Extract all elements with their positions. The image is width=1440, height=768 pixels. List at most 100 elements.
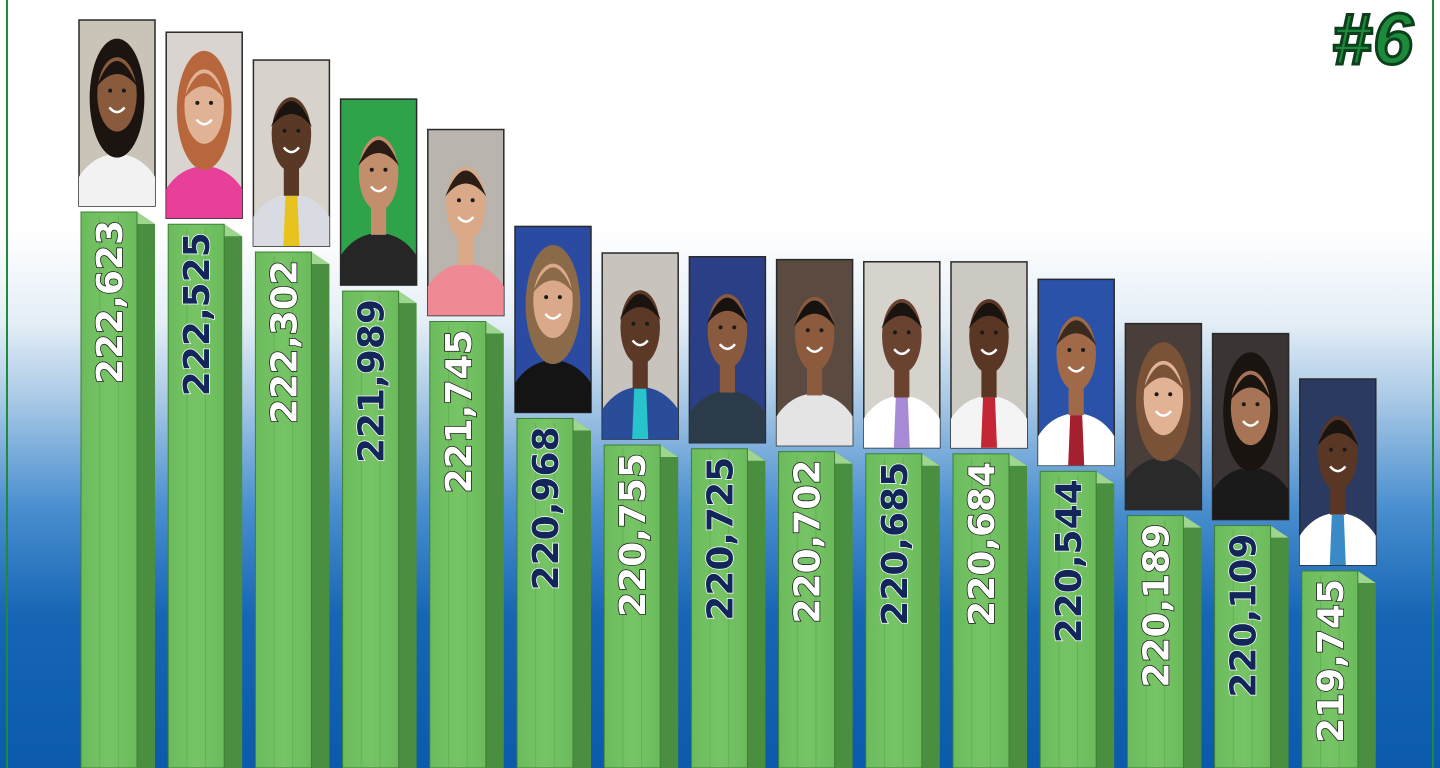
portrait-smile [1067, 365, 1085, 373]
bar-side-10 [921, 453, 940, 768]
bar-10 [865, 453, 923, 768]
portrait-shirt [776, 393, 853, 446]
rank-badge: #6 [1330, 0, 1414, 82]
value-label-14: 220,109 [1224, 534, 1265, 698]
portrait-tie [283, 195, 300, 247]
portrait-eye [993, 330, 998, 335]
portrait-smile [1242, 420, 1260, 427]
portrait-hair [1055, 320, 1097, 347]
portrait-shirt [79, 153, 155, 206]
portrait-woman-icon [1124, 322, 1203, 511]
bar-side-2 [224, 224, 243, 768]
value-label-9: 220,702 [788, 460, 829, 624]
value-label-2: 222,525 [177, 232, 218, 396]
portrait-eye [718, 325, 723, 330]
portrait-eye [1342, 447, 1347, 452]
portrait-man-icon [1037, 278, 1115, 467]
portrait-shirt [340, 233, 417, 286]
bar-side-13 [1183, 515, 1202, 768]
bar-7 [603, 444, 661, 768]
portrait-smile [806, 346, 824, 353]
portrait-smile [893, 348, 911, 356]
bar-side-3 [311, 252, 330, 768]
portrait-eye [544, 295, 549, 300]
portrait-man-icon [775, 258, 854, 447]
portrait-eye [645, 321, 650, 326]
portrait-shirt [1212, 467, 1289, 520]
portrait-eye [383, 167, 388, 172]
bar-9 [778, 451, 836, 768]
portrait-hair [532, 267, 574, 294]
bar-group-13: 220,189 [1124, 322, 1203, 768]
portrait-smile [1329, 465, 1347, 473]
portrait-man-icon [427, 128, 505, 317]
bar-4 [342, 290, 400, 768]
bar-15 [1301, 570, 1359, 768]
bar-group-14: 220,109 [1211, 332, 1290, 768]
portrait-tie [1068, 415, 1085, 466]
value-label-12: 220,544 [1049, 479, 1090, 643]
portrait-eye [195, 100, 200, 105]
bar-group-4: 221,989 [339, 98, 418, 768]
bar-13 [1126, 515, 1184, 768]
portrait-tie [981, 397, 997, 448]
portrait-smile [631, 339, 649, 347]
bar-5 [429, 321, 487, 768]
portrait-eye [470, 198, 475, 203]
portrait-shirt [689, 390, 766, 443]
bar-group-2: 222,525 [165, 31, 243, 768]
portrait-smile [370, 185, 388, 193]
portrait-hair [706, 297, 748, 324]
bar-side-15 [1357, 571, 1376, 768]
bar-12 [1039, 470, 1097, 768]
portrait-man-icon [688, 256, 767, 444]
bar-14 [1214, 525, 1272, 768]
portrait-hair [1142, 364, 1184, 391]
value-label-6: 220,968 [526, 426, 567, 590]
bar-side-6 [573, 418, 591, 768]
portrait-hair [794, 300, 836, 327]
portrait-tie [1329, 514, 1346, 565]
portrait-shirt [166, 166, 243, 219]
value-label-8: 220,725 [700, 457, 741, 621]
value-label-15: 219,745 [1311, 579, 1352, 743]
portrait-eye [1154, 392, 1159, 397]
portrait-woman-icon [514, 225, 592, 414]
portrait-eye [1067, 348, 1072, 353]
bar-group-15: 219,745 [1299, 378, 1377, 768]
value-label-5: 221,745 [439, 330, 480, 494]
bar-side-8 [747, 448, 766, 768]
bar-side-12 [1096, 471, 1115, 768]
portrait-hair [1230, 374, 1272, 401]
frame-left-border [6, 0, 8, 768]
bar-group-6: 220,968 [514, 225, 592, 768]
bar-3 [254, 251, 312, 768]
portrait-eye [980, 330, 985, 335]
portrait-tie [893, 397, 910, 448]
value-label-7: 220,755 [613, 453, 654, 617]
portrait-man-icon [339, 98, 418, 286]
bar-group-5: 221,745 [427, 128, 505, 768]
bar-11 [952, 453, 1010, 768]
portrait-man-icon [252, 59, 331, 247]
portrait-man-icon [1299, 378, 1377, 566]
portrait-eye [456, 198, 461, 203]
portrait-man-icon [950, 261, 1028, 449]
portrait-smile [108, 106, 126, 114]
bar-side-11 [1009, 453, 1027, 768]
portrait-eye [1081, 348, 1086, 353]
value-label-11: 220,684 [962, 462, 1003, 626]
portrait-eye [805, 328, 810, 333]
bar-side-1 [137, 212, 155, 768]
portrait-hair [96, 60, 138, 87]
portrait-hair [358, 140, 400, 167]
bar-group-11: 220,684 [950, 261, 1028, 768]
portrait-shirt [515, 360, 591, 413]
portrait-man-icon [601, 252, 679, 440]
portrait-smile [457, 216, 475, 223]
portrait-eye [1328, 447, 1333, 452]
portrait-hair [445, 170, 487, 197]
bar-group-7: 220,755 [601, 252, 679, 768]
